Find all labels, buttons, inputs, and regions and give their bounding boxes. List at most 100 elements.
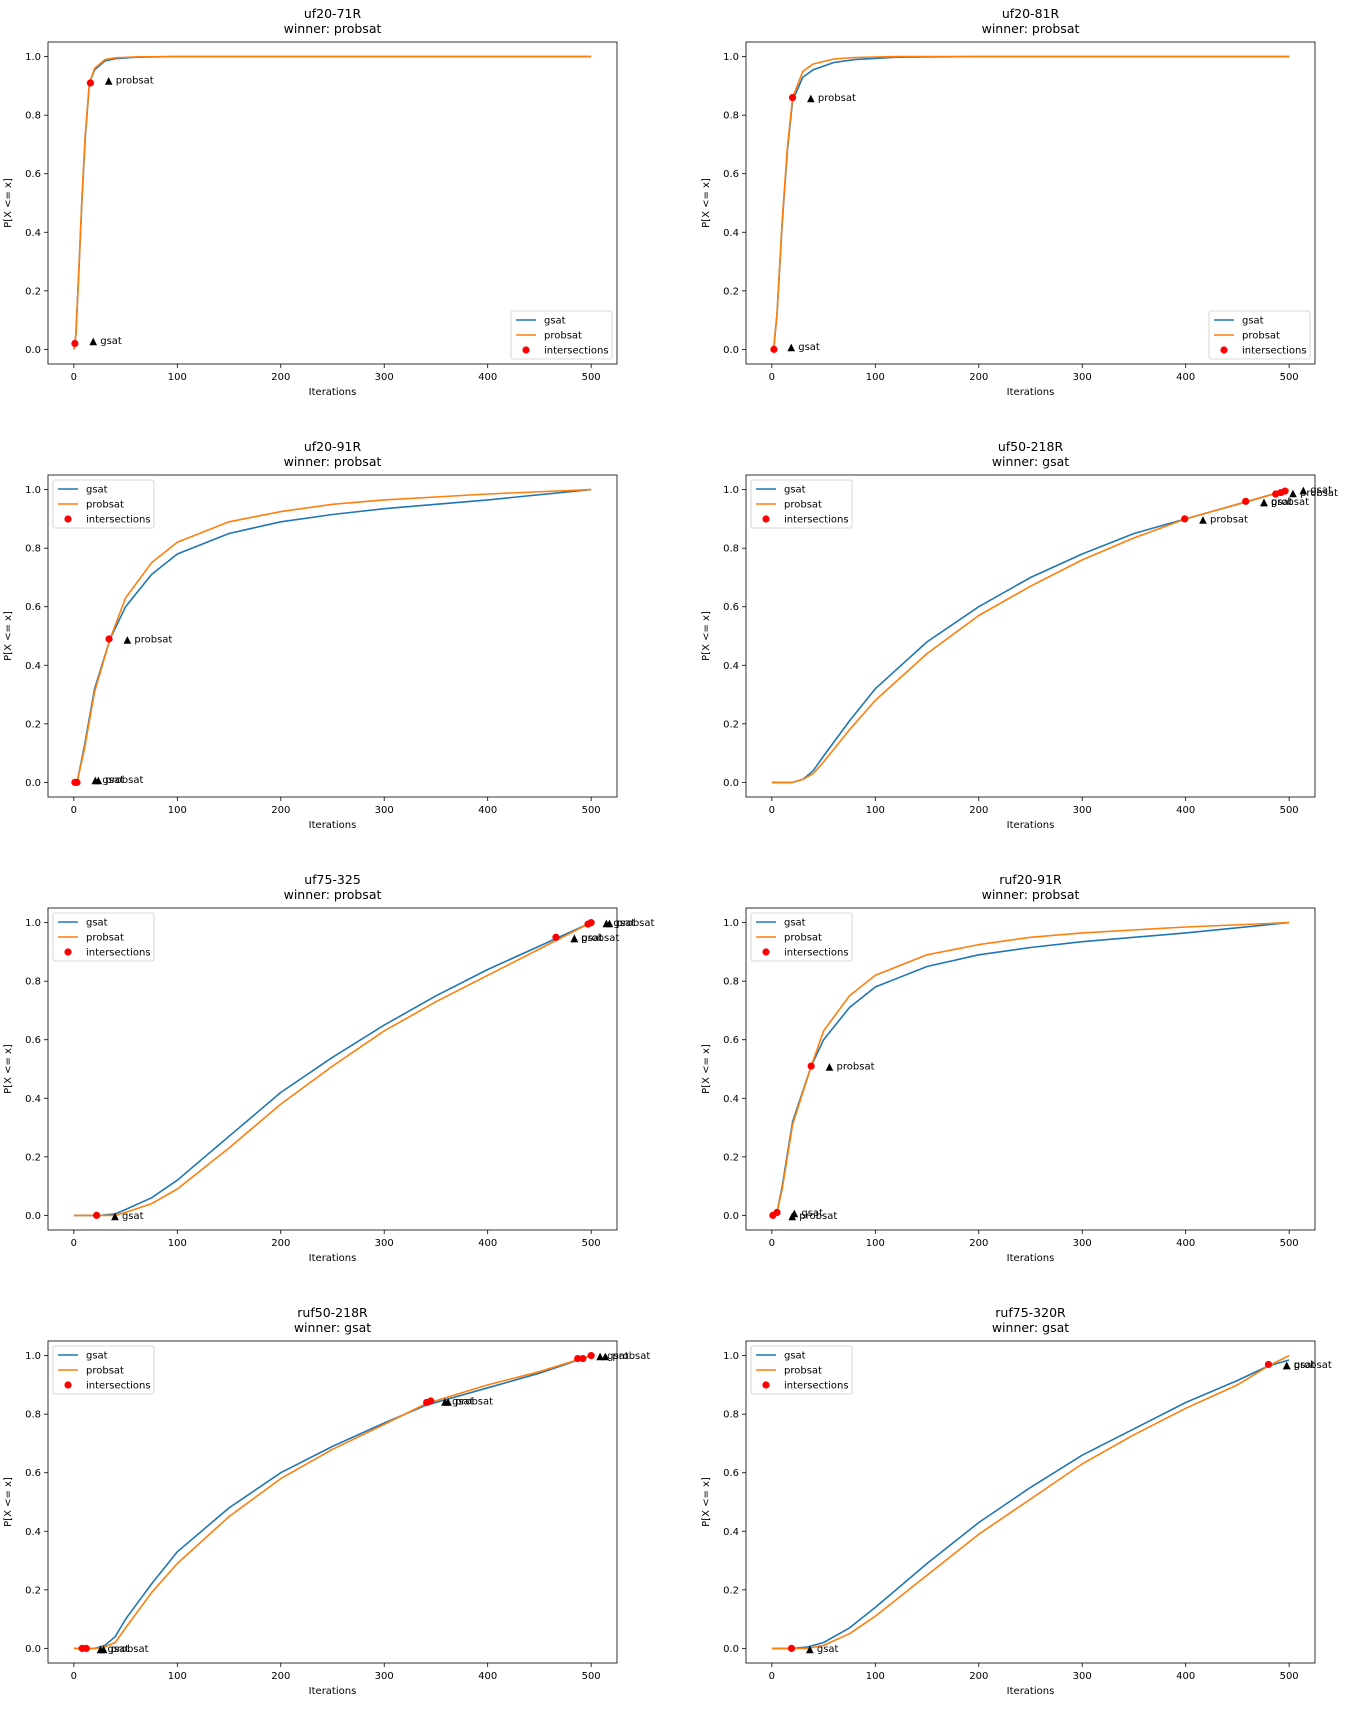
intersection-marker (1242, 497, 1250, 505)
y-tick-label: 0.4 (25, 228, 41, 239)
x-tick-label: 0 (71, 1671, 77, 1682)
y-tick-label: 0.4 (723, 1527, 739, 1538)
y-tick-label: 0.4 (25, 1094, 41, 1105)
annotation-label: ▲ probsat (601, 1351, 650, 1362)
chart-title: uf20-91R (304, 439, 362, 454)
plot-frame (745, 474, 1316, 798)
intersection-marker (1281, 487, 1289, 495)
y-tick-label: 0.0 (25, 1644, 41, 1655)
series-line-gsat (73, 921, 592, 1217)
legend-label: probsat (1242, 331, 1280, 342)
y-tick-label: 1.0 (25, 1351, 41, 1362)
annotation-label: ▲ gsat (97, 1644, 130, 1655)
plot-frame (745, 1340, 1316, 1664)
plot-area (771, 488, 1290, 784)
x-tick-label: 400 (478, 372, 497, 383)
series-line-probsat (771, 55, 1290, 350)
x-axis-label: Iterations (1007, 1253, 1055, 1264)
x-tick-label: 300 (1073, 1671, 1092, 1682)
y-tick-label: 1.0 (25, 918, 41, 929)
plot-area (73, 1354, 592, 1650)
legend-label: gsat (86, 918, 108, 929)
x-tick-label: 0 (71, 1238, 77, 1249)
y-tick-label: 1.0 (723, 485, 739, 496)
y-tick-label: 0.0 (25, 345, 41, 356)
intersection-marker (587, 919, 595, 927)
legend-label: probsat (784, 933, 822, 944)
y-tick-label: 0.2 (723, 1585, 739, 1596)
x-axis-label: Iterations (1007, 387, 1055, 398)
legend-label: probsat (86, 500, 124, 511)
y-axis-label: P[X <= x] (3, 178, 14, 228)
y-tick-label: 0.2 (723, 1152, 739, 1163)
x-tick-label: 400 (1176, 1238, 1195, 1249)
y-tick-label: 0.6 (723, 602, 739, 613)
x-tick-label: 400 (1176, 1671, 1195, 1682)
x-tick-label: 400 (478, 1671, 497, 1682)
annotation-label: ▲ probsat (105, 76, 154, 87)
intersection-marker (574, 1354, 582, 1363)
series-line-probsat (73, 1354, 592, 1650)
legend-label: probsat (784, 1366, 822, 1377)
intersection-marker (787, 1644, 796, 1652)
legend-label: gsat (1242, 316, 1264, 327)
y-tick-label: 0.4 (723, 1094, 739, 1105)
intersection-marker (552, 933, 560, 941)
intersection-marker (773, 1208, 781, 1217)
legend-label: gsat (784, 1351, 806, 1362)
y-tick-label: 0.8 (723, 1410, 739, 1421)
chart-title: uf50-218R (998, 439, 1064, 454)
y-tick-label: 0.0 (723, 345, 739, 356)
x-tick-label: 500 (1280, 805, 1299, 816)
legend-marker-intersections (762, 515, 770, 523)
x-tick-label: 500 (1280, 1238, 1299, 1249)
y-tick-label: 1.0 (723, 1351, 739, 1362)
intersection-marker (1181, 515, 1189, 523)
plot-area (73, 55, 592, 350)
intersection-marker (587, 1352, 595, 1360)
legend-label: probsat (86, 933, 124, 944)
x-tick-label: 200 (969, 372, 988, 383)
y-tick-label: 0.8 (723, 977, 739, 988)
y-tick-label: 1.0 (723, 52, 739, 63)
intersection-marker (579, 1354, 587, 1363)
legend-marker-intersections (762, 948, 770, 956)
annotation-label: ▲ gsat (111, 1211, 144, 1222)
intersection-marker (427, 1397, 435, 1405)
intersection-marker (788, 94, 797, 102)
x-tick-label: 300 (375, 372, 394, 383)
chart-subtitle: winner: probsat (284, 21, 382, 36)
y-tick-label: 0.0 (723, 778, 739, 789)
series-line-gsat (73, 1354, 592, 1650)
x-tick-label: 300 (1073, 1238, 1092, 1249)
legend-label: intersections (86, 948, 151, 959)
annotation-label: ▲ gsat (570, 933, 603, 944)
chart-title: ruf50-218R (297, 1305, 368, 1320)
y-tick-label: 0.6 (25, 169, 41, 180)
y-tick-label: 0.6 (25, 602, 41, 613)
y-tick-label: 0.8 (25, 1410, 41, 1421)
x-tick-label: 500 (582, 805, 601, 816)
legend: gsat probsat intersections (1208, 310, 1311, 360)
intersection-marker (807, 1062, 815, 1070)
series-line-probsat (73, 921, 592, 1217)
intersection-marker (86, 79, 95, 87)
x-tick-label: 200 (271, 1671, 290, 1682)
legend-box (1208, 310, 1311, 360)
y-tick-label: 0.2 (723, 286, 739, 297)
x-tick-label: 100 (168, 372, 187, 383)
series-line-probsat (771, 921, 1290, 1217)
x-tick-label: 0 (769, 1671, 775, 1682)
x-tick-label: 100 (866, 805, 885, 816)
x-tick-label: 300 (375, 1671, 394, 1682)
y-tick-label: 1.0 (723, 918, 739, 929)
y-tick-label: 1.0 (25, 52, 41, 63)
x-tick-label: 400 (1176, 805, 1195, 816)
x-tick-label: 100 (866, 1671, 885, 1682)
annotation-label: ▲ probsat (788, 1211, 837, 1222)
annotation-label: ▲ gsat (91, 775, 124, 786)
